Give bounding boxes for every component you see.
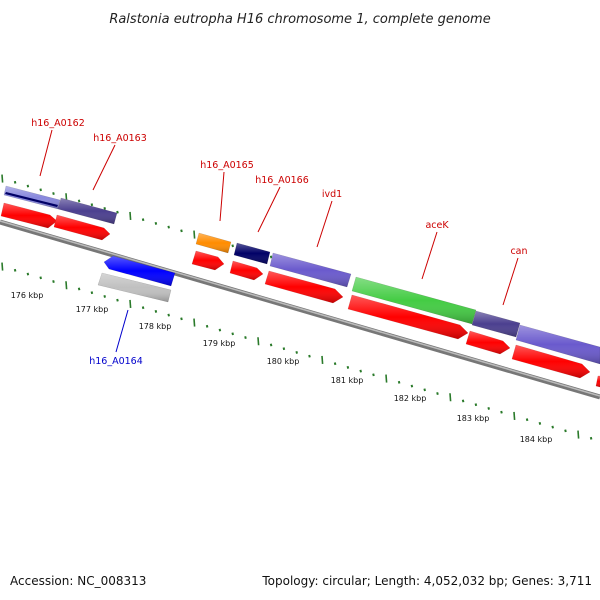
major-tick xyxy=(1,174,4,183)
scale-label-179: 179 kbp xyxy=(203,339,236,348)
gene-can[interactable] xyxy=(471,310,521,338)
minor-tick xyxy=(13,180,17,184)
cds-arrow-edge[interactable] xyxy=(595,375,600,388)
minor-tick xyxy=(141,218,145,222)
major-tick xyxy=(129,299,132,308)
minor-tick xyxy=(218,328,222,332)
minor-tick xyxy=(26,272,30,276)
minor-tick xyxy=(308,354,311,358)
scale-label-182: 182 kbp xyxy=(394,394,427,403)
scale-label-181: 181 kbp xyxy=(331,376,364,385)
label-h16-a0165[interactable]: h16_A0165 xyxy=(200,160,254,171)
major-tick xyxy=(449,393,452,402)
minor-tick xyxy=(269,343,273,347)
minor-tick xyxy=(77,287,81,291)
major-tick xyxy=(513,411,516,420)
minor-tick xyxy=(525,418,529,422)
major-tick xyxy=(193,318,196,327)
minor-tick xyxy=(564,429,567,433)
major-tick xyxy=(257,337,260,346)
reverse-ruler-ticks xyxy=(1,262,593,440)
minor-tick xyxy=(346,365,350,369)
cds-arrow-can[interactable] xyxy=(465,330,511,355)
minor-tick xyxy=(436,392,439,395)
minor-tick xyxy=(372,373,375,377)
scale-label-180: 180 kbp xyxy=(267,357,300,366)
scale-label-184: 184 kbp xyxy=(520,435,553,444)
scale-label-177: 177 kbp xyxy=(76,305,109,314)
minor-tick xyxy=(205,324,209,328)
minor-tick xyxy=(39,188,42,192)
major-tick xyxy=(65,281,68,290)
label-h16-a0164[interactable]: h16_A0164 xyxy=(89,356,143,367)
minor-tick xyxy=(538,421,542,425)
minor-tick xyxy=(103,295,106,298)
gene-h16-a0165[interactable] xyxy=(195,232,232,254)
minor-tick xyxy=(167,313,170,317)
minor-tick xyxy=(231,332,234,336)
minor-tick xyxy=(167,225,170,229)
gene-h16-a0166[interactable] xyxy=(233,242,271,265)
major-tick xyxy=(321,355,324,364)
scale-labels: 176 kbp 177 kbp 178 kbp 179 kbp 180 kbp … xyxy=(11,291,553,444)
minor-tick xyxy=(487,407,490,410)
minor-tick xyxy=(116,298,119,302)
minor-tick xyxy=(26,184,30,188)
minor-tick xyxy=(154,309,158,313)
label-h16-a0163[interactable]: h16_A0163 xyxy=(93,133,147,144)
minor-tick xyxy=(231,244,234,248)
minor-tick xyxy=(116,210,119,214)
label-h16-a0162[interactable]: h16_A0162 xyxy=(31,118,85,129)
minor-tick xyxy=(359,369,362,373)
minor-tick xyxy=(295,351,298,354)
major-tick xyxy=(129,211,132,220)
minor-tick xyxy=(500,410,503,414)
minor-tick xyxy=(423,388,426,392)
minor-tick xyxy=(52,192,55,195)
minor-tick xyxy=(90,203,94,207)
minor-tick xyxy=(90,291,94,295)
minor-tick xyxy=(180,317,183,321)
minor-tick xyxy=(589,436,593,440)
label-h16-a0166[interactable]: h16_A0166 xyxy=(255,175,309,186)
major-tick xyxy=(577,430,580,439)
minor-tick xyxy=(154,221,158,225)
minor-tick xyxy=(397,380,401,384)
map-title: Ralstonia eutropha H16 chromosome 1, com… xyxy=(109,12,490,27)
chromosome-backbone xyxy=(0,219,600,400)
minor-tick xyxy=(551,425,554,429)
major-tick xyxy=(1,262,4,271)
minor-tick xyxy=(39,276,42,280)
minor-tick xyxy=(410,384,414,388)
minor-tick xyxy=(269,255,273,259)
minor-tick xyxy=(333,362,337,366)
genome-summary-text: Topology: circular; Length: 4,052,032 bp… xyxy=(261,574,592,588)
minor-tick xyxy=(474,403,478,407)
minor-tick xyxy=(103,207,106,210)
label-acek[interactable]: aceK xyxy=(425,220,449,231)
minor-tick xyxy=(282,347,286,351)
minor-tick xyxy=(461,399,465,403)
minor-tick xyxy=(141,306,145,310)
label-ivd1[interactable]: ivd1 xyxy=(322,189,342,200)
scale-label-178: 178 kbp xyxy=(139,322,172,331)
cds-arrow-h16-a0165[interactable] xyxy=(191,250,225,271)
label-can[interactable]: can xyxy=(510,246,527,257)
gene-labels: h16_A0162 h16_A0163 h16_A0165 h16_A0166 … xyxy=(31,118,527,367)
minor-tick xyxy=(180,229,183,233)
minor-tick xyxy=(13,268,17,272)
minor-tick xyxy=(244,336,247,339)
major-tick xyxy=(385,374,388,383)
minor-tick xyxy=(77,199,81,203)
cds-arrow-h16-a0166[interactable] xyxy=(229,260,264,281)
major-tick xyxy=(193,230,196,239)
accession-text: Accession: NC_008313 xyxy=(10,574,146,588)
scale-label-183: 183 kbp xyxy=(457,414,490,423)
scale-label-176: 176 kbp xyxy=(11,291,44,300)
minor-tick xyxy=(52,280,55,283)
